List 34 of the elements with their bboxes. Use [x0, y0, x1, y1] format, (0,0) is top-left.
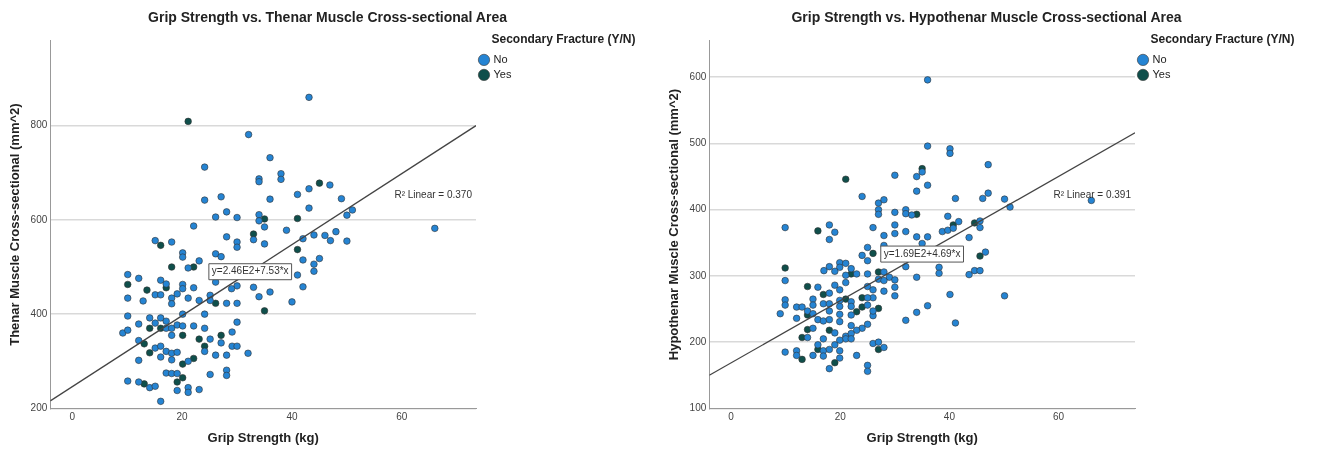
y-axis-title: Hypothenar Muscle Cross-sectional (mm^2): [666, 88, 682, 361]
y-tick-label: 400: [689, 203, 707, 215]
y-tick-label: 600: [30, 213, 48, 225]
chart-title: Grip Strength vs. Hypothenar Muscle Cross-sectional Area: [791, 9, 1182, 26]
x-tick-label: 60: [1053, 411, 1065, 423]
y-tick-label: 400: [30, 307, 48, 319]
y-tick-label: 300: [689, 269, 707, 281]
x-tick-label: 0: [728, 411, 735, 423]
chart-title: Grip Strength vs. Thenar Muscle Cross-sectional Area: [148, 9, 508, 26]
y-tick-label: 600: [689, 70, 707, 82]
y-tick-label: 200: [689, 335, 707, 347]
annotation: R² Linear = 0.370: [394, 188, 473, 200]
legend-title: Secondary Fracture (Y/N): [1150, 32, 1295, 47]
x-axis-title: Grip Strength (kg): [207, 429, 319, 445]
x-tick-label: 40: [286, 411, 298, 423]
legend-title: Secondary Fracture (Y/N): [491, 32, 636, 47]
x-tick-label: 40: [943, 411, 956, 423]
x-tick-label: 0: [69, 411, 76, 423]
legend-label: No: [1152, 52, 1167, 65]
annotation: y=2.46E2+7.53*x: [211, 265, 289, 277]
legend-label: Yes: [493, 67, 512, 80]
annotation: R² Linear = 0.391: [1053, 188, 1132, 200]
legend-label: No: [493, 52, 508, 65]
x-axis-title: Grip Strength (kg): [866, 429, 978, 445]
legend-label: Yes: [1152, 67, 1171, 80]
annotation: y=1.69E2+4.69*x: [883, 247, 961, 259]
x-tick-label: 60: [396, 411, 408, 423]
y-tick-label: 200: [30, 402, 48, 414]
y-tick-label: 800: [30, 119, 48, 131]
x-tick-label: 20: [176, 411, 189, 423]
x-tick-label: 20: [834, 411, 847, 423]
y-tick-label: 500: [689, 137, 707, 149]
y-axis-title: Thenar Muscle Cross-sectional (mm^2): [7, 103, 23, 346]
y-tick-label: 100: [689, 402, 707, 414]
